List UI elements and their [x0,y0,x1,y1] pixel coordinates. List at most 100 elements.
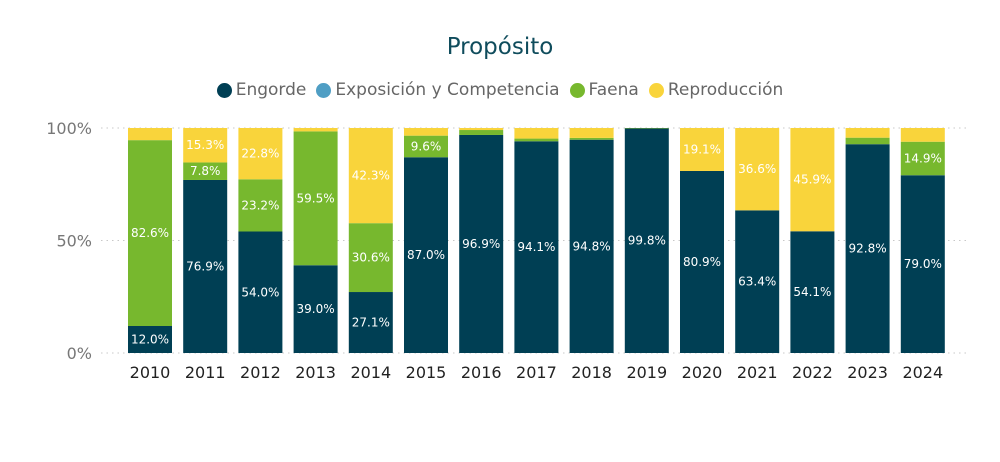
data-label: 14.9% [904,151,942,165]
bar-segment [845,137,890,145]
x-tick-label: 2012 [240,363,281,382]
data-label: 82.6% [131,226,169,240]
x-tick-label: 2019 [626,363,667,382]
legend-swatch [569,82,585,98]
legend-swatch [648,82,664,98]
x-tick-label: 2016 [461,363,502,382]
data-label: 54.0% [241,285,279,299]
bar-segment [569,139,614,353]
bar-segment [680,170,724,353]
bar-segment [128,140,172,326]
data-label: 76.9% [186,259,224,273]
bar-segment [624,128,669,353]
legend-swatch [216,82,232,98]
data-label: 94.1% [517,240,555,254]
bar-segment [459,134,504,353]
legend-label: Faena [588,80,639,100]
data-label: 79.0% [904,257,942,271]
legend-swatch [316,82,332,98]
data-label: 92.8% [849,242,887,256]
bar-segment [293,128,338,132]
bar-segment [514,128,559,139]
y-tick-label: 0% [67,344,92,363]
data-label: 19.1% [683,142,721,156]
x-tick-label: 2013 [295,363,336,382]
bar-segment [514,141,559,353]
data-label: 22.8% [241,147,279,161]
x-tick-label: 2011 [185,363,226,382]
x-tick-label: 2020 [682,363,723,382]
data-label: 45.9% [793,173,831,187]
data-label: 15.3% [186,138,224,152]
data-label: 42.3% [352,169,390,183]
legend-label: Engorde [235,80,307,100]
x-tick-label: 2015 [406,363,447,382]
bar-segment [900,175,945,353]
data-label: 30.6% [352,251,390,265]
bar-segment [845,144,890,353]
bar-segment [790,231,835,353]
data-label: 39.0% [297,302,335,316]
data-label: 96.9% [462,237,500,251]
bar-segment [514,138,559,142]
bar-segment [404,135,448,158]
x-tick-label: 2022 [792,363,833,382]
x-tick-label: 2017 [516,363,557,382]
bar-segment [238,179,283,232]
x-tick-label: 2023 [847,363,888,382]
chart-title: Propósito [446,34,554,60]
data-label: 87.0% [407,248,445,262]
legend-label: Exposición y Competencia [335,80,560,100]
legend-item[interactable]: Faena [569,80,639,100]
x-tick-label: 2014 [350,363,391,382]
y-tick-label: 100% [46,119,92,138]
data-label: 12.0% [131,333,169,347]
bar-segment [790,128,835,232]
bar-segment [348,223,393,293]
legend-item[interactable]: Engorde [216,80,307,100]
bar-segment [183,179,228,353]
x-tick-label: 2024 [902,363,943,382]
legend-item[interactable]: Reproducción [648,80,784,100]
x-tick-label: 2010 [130,363,171,382]
data-label: 99.8% [628,234,666,248]
bar-segment [459,128,504,131]
data-label: 9.6% [411,139,442,153]
x-tick-label: 2018 [571,363,612,382]
bar-segment [569,137,614,140]
bar-segment [845,128,890,138]
bar-segment [238,231,283,353]
data-label: 59.5% [297,191,335,205]
bar-segment [680,128,724,171]
bar-segment [183,162,228,180]
bar-segment [404,128,448,136]
bar-segment [128,326,172,353]
y-tick-label: 50% [56,232,92,251]
bar-segment [348,128,393,224]
bar-segment [459,130,504,135]
legend: Engorde Exposición y Competencia Faena Repr… [0,80,1000,100]
bar-segment [348,292,393,353]
bar-segment [735,128,780,211]
data-label: 7.8% [190,164,221,178]
bar-segment [183,128,228,163]
data-label: 94.8% [573,239,611,253]
data-label: 80.9% [683,255,721,269]
x-tick-label: 2021 [737,363,778,382]
legend-label: Reproducción [667,80,784,100]
data-label: 27.1% [352,316,390,330]
bar-segment [293,131,338,266]
bar-segment [569,128,614,138]
bar-segment [900,128,945,142]
data-label: 54.1% [793,285,831,299]
bar-segment [404,157,448,353]
legend-item[interactable]: Exposición y Competencia [316,80,560,100]
data-label: 63.4% [738,275,776,289]
data-label: 36.6% [738,162,776,176]
data-label: 23.2% [241,198,279,212]
bar-segment [293,265,338,353]
bar-segment [128,128,172,141]
bar-segment [900,141,945,176]
bar-segment [238,128,283,180]
